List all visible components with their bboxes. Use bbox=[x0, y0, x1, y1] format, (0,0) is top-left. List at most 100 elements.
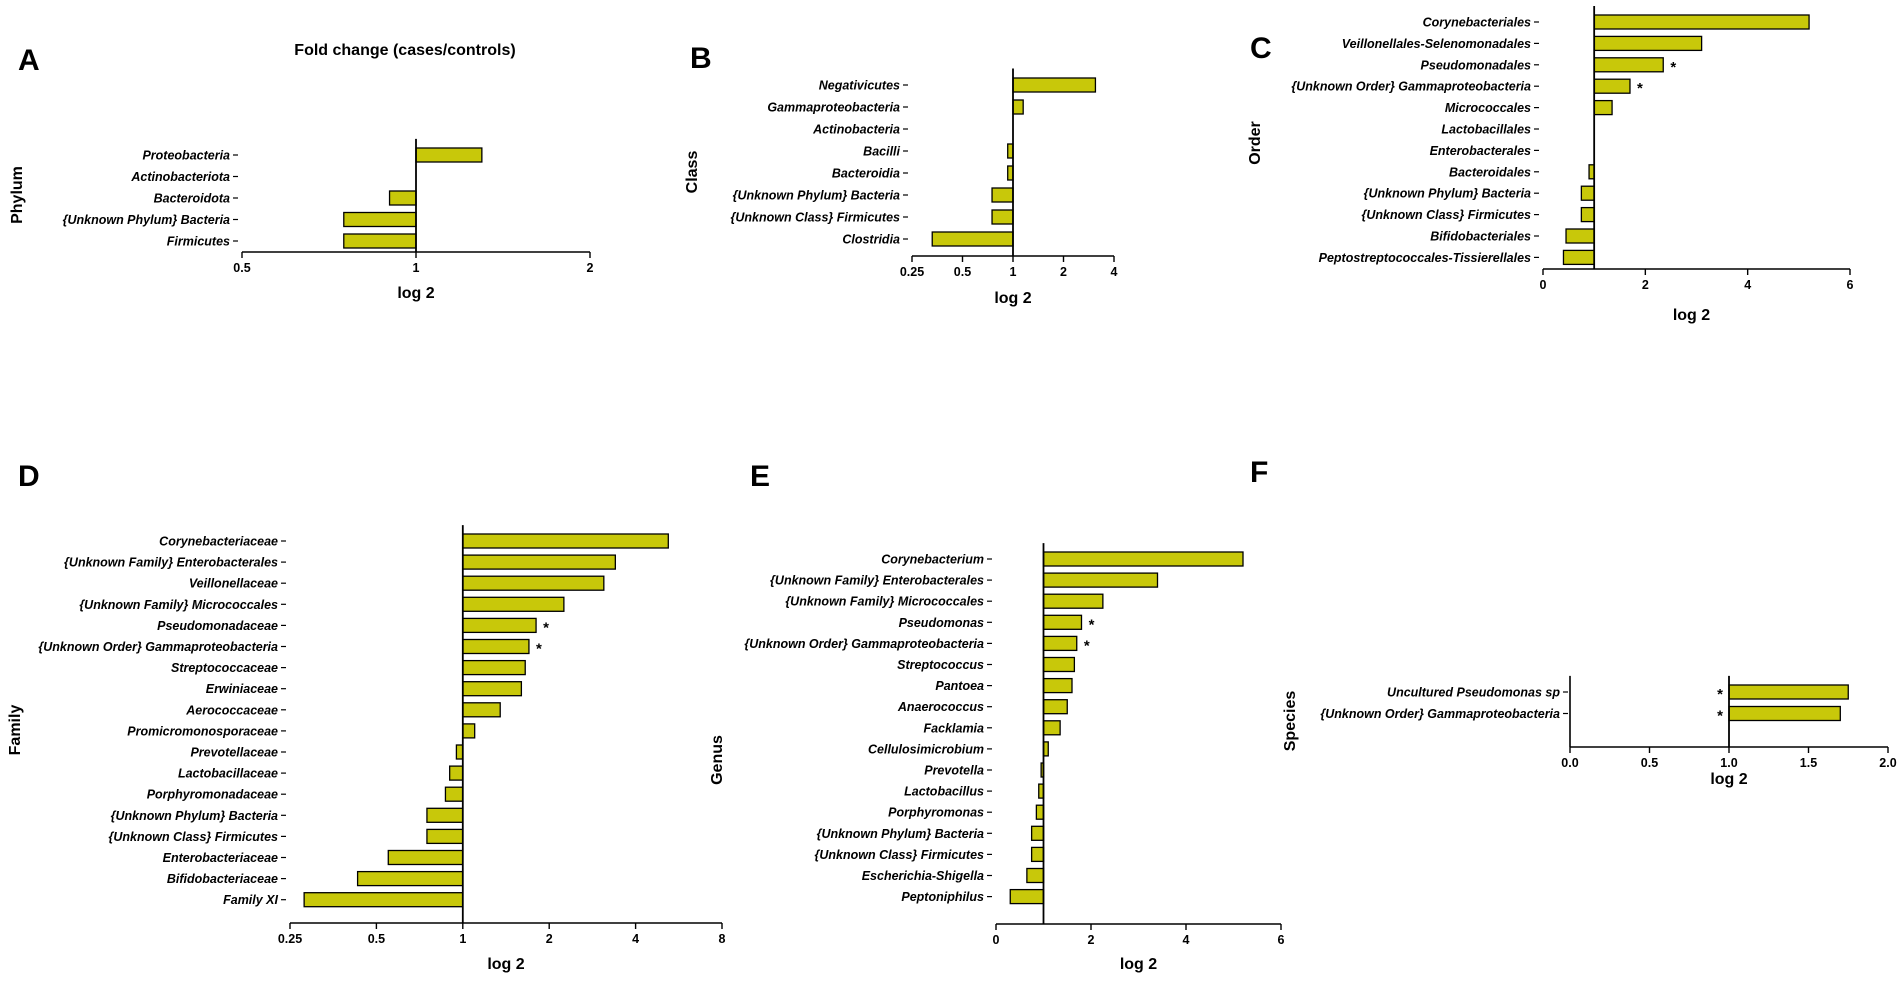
panel-b-bar bbox=[1012, 77, 1097, 93]
panel-f-x-tick-label: 0.5 bbox=[1641, 756, 1658, 770]
panel-e-bar bbox=[1009, 888, 1045, 905]
panel-f-x-tick-label: 2.0 bbox=[1879, 756, 1896, 770]
panel-b-x-tick-label: 1 bbox=[1010, 265, 1017, 279]
panel-c-category-label: {Unknown Order} Gammaproteobacteria bbox=[1291, 80, 1531, 94]
panel-a-category-label: Firmicutes bbox=[167, 235, 230, 249]
panel-a-category-label: {Unknown Phylum} Bacteria bbox=[63, 213, 230, 227]
panel-e-bar bbox=[1030, 825, 1045, 841]
panel-e-bar bbox=[1042, 572, 1159, 588]
panel-f-significance-star: * bbox=[1717, 686, 1723, 703]
panel-a-bar bbox=[415, 147, 483, 163]
panel-e: E Genus 0 2 4 6 log 2 Corynebacterium {Unknown F… bbox=[709, 460, 1285, 973]
panel-d: D Family 0.25 0.5 1 2 4 8 log 2 Corynebacteriacea… bbox=[7, 460, 726, 973]
panel-e-x-tick-label: 0 bbox=[993, 933, 1000, 947]
panel-d-x-tick-label: 0.5 bbox=[368, 932, 385, 946]
panel-c-category-label: {Unknown Phylum} Bacteria bbox=[1364, 187, 1531, 201]
panel-c-bar bbox=[1580, 206, 1595, 223]
panel-e-ylabel: Genus bbox=[709, 735, 726, 785]
panel-b-category-label: Bacteroidia bbox=[832, 167, 900, 181]
panel-d-x-tick-label: 4 bbox=[632, 932, 639, 946]
panel-b-x-tick-label: 2 bbox=[1060, 265, 1067, 279]
panel-e-bar bbox=[1042, 720, 1061, 736]
panel-d-bar bbox=[462, 617, 537, 634]
panel-a-bar bbox=[388, 190, 417, 206]
panel-e-category-label: Lactobacillus bbox=[904, 785, 984, 799]
panel-d-xlabel: log 2 bbox=[487, 956, 524, 973]
panel-d-category-label: Family XI bbox=[223, 893, 278, 907]
panel-e-category-label: Streptococcus bbox=[897, 658, 984, 672]
panel-b-x-tick-label: 0.5 bbox=[954, 265, 971, 279]
panel-b-bar bbox=[1012, 99, 1024, 115]
panel-e-category-label: Corynebacterium bbox=[881, 553, 984, 567]
panel-d-category-label: Corynebacteriaceae bbox=[159, 535, 278, 549]
panel-c-x-tick-label: 6 bbox=[1847, 278, 1854, 292]
panel-e-category-label: Porphyromonas bbox=[888, 806, 984, 820]
panel-d-category-label: Pseudomonadaceae bbox=[157, 619, 278, 633]
panel-c-bar bbox=[1562, 249, 1595, 266]
panel-e-bar bbox=[1042, 699, 1068, 715]
panel-c-category-label: Bifidobacteriales bbox=[1430, 230, 1531, 244]
panel-f-bar bbox=[1728, 705, 1841, 722]
panel-e-category-label: Pantoea bbox=[935, 679, 984, 693]
panel-b-category-label: {Unknown Phylum} Bacteria bbox=[733, 189, 900, 203]
panel-d-x-tick-label: 0.25 bbox=[278, 932, 302, 946]
panel-b-category-label: Negativicutes bbox=[819, 79, 900, 93]
panel-a-category-label: Actinobacteriota bbox=[130, 170, 230, 184]
panel-d-x-tick-label: 1 bbox=[459, 932, 466, 946]
panel-c-bar bbox=[1593, 35, 1703, 52]
panel-e-category-label: {Unknown Order} Gammaproteobacteria bbox=[744, 637, 984, 651]
panel-d-bar bbox=[462, 659, 526, 676]
panel-f-category-label: {Unknown Order} Gammaproteobacteria bbox=[1320, 707, 1560, 721]
panel-d-significance-star: * bbox=[536, 641, 542, 658]
panel-a-xlabel: log 2 bbox=[397, 285, 434, 302]
panel-e-bar bbox=[1042, 551, 1244, 567]
panel-f-x-tick-label: 1.5 bbox=[1800, 756, 1817, 770]
panel-e-x-tick-label: 4 bbox=[1183, 933, 1190, 947]
panel-b-bar bbox=[991, 209, 1014, 225]
panel-b-xlabel: log 2 bbox=[994, 290, 1031, 307]
panel-a-ylabel: Phylum bbox=[9, 166, 26, 224]
panel-e-bar bbox=[1030, 846, 1045, 863]
panel-e-category-label: Prevotella bbox=[924, 764, 984, 778]
panel-c-category-label: Corynebacteriales bbox=[1423, 16, 1531, 30]
panel-e-x-tick-label: 2 bbox=[1088, 933, 1095, 947]
panel-d-category-label: {Unknown Order} Gammaproteobacteria bbox=[38, 640, 278, 654]
panel-d-category-label: Erwiniaceae bbox=[206, 682, 278, 696]
panel-c-significance-star: * bbox=[1637, 80, 1643, 97]
panel-c-bar bbox=[1593, 78, 1631, 94]
panel-e-category-label: Facklamia bbox=[924, 721, 985, 735]
panel-d-bar bbox=[462, 723, 476, 739]
panel-d-bar bbox=[426, 828, 464, 845]
panel-e-label: E bbox=[750, 460, 770, 493]
panel-d-category-label: Bifidobacteriaceae bbox=[167, 872, 278, 886]
panel-b-x-tick-label: 0.25 bbox=[900, 265, 924, 279]
panel-f-bar bbox=[1728, 684, 1849, 700]
panel-c-bar bbox=[1593, 57, 1664, 73]
panel-a-label: A bbox=[18, 44, 40, 77]
panel-d-bar bbox=[444, 786, 464, 802]
panel-c-x-tick-label: 4 bbox=[1744, 278, 1751, 292]
panel-a-bar bbox=[343, 211, 417, 228]
panel-e-category-label: Peptoniphilus bbox=[901, 890, 984, 904]
panel-c-x-tick-label: 0 bbox=[1540, 278, 1547, 292]
panel-e-category-label: Pseudomonas bbox=[899, 616, 984, 630]
panel-d-category-label: {Unknown Family} Micrococcales bbox=[79, 598, 278, 612]
panel-c: C Order 0 2 4 6 log 2 Corynebacteriales Veillone… bbox=[1247, 5, 1854, 324]
panel-e-significance-star: * bbox=[1089, 616, 1095, 633]
panel-e-significance-star: * bbox=[1084, 637, 1090, 654]
panel-f-ylabel: Species bbox=[1282, 691, 1299, 752]
panel-e-xlabel: log 2 bbox=[1120, 956, 1157, 973]
panel-e-category-label: Cellulosimicrobium bbox=[868, 742, 984, 756]
panel-b-category-label: Gammaproteobacteria bbox=[767, 101, 900, 115]
panel-a-category-label: Proteobacteria bbox=[142, 149, 230, 163]
panel-d-bar bbox=[462, 596, 565, 612]
panel-d-category-label: Enterobacteriaceae bbox=[163, 851, 278, 865]
panel-d-category-label: Aerococcaceae bbox=[185, 703, 278, 717]
panel-d-bar bbox=[462, 575, 605, 591]
panel-d-bar bbox=[462, 681, 523, 697]
panel-d-bar bbox=[462, 702, 501, 718]
panel-e-category-label: {Unknown Class} Firmicutes bbox=[815, 848, 985, 862]
panel-d-category-label: Promicromonosporaceae bbox=[127, 724, 278, 738]
panel-c-ylabel: Order bbox=[1247, 121, 1264, 165]
